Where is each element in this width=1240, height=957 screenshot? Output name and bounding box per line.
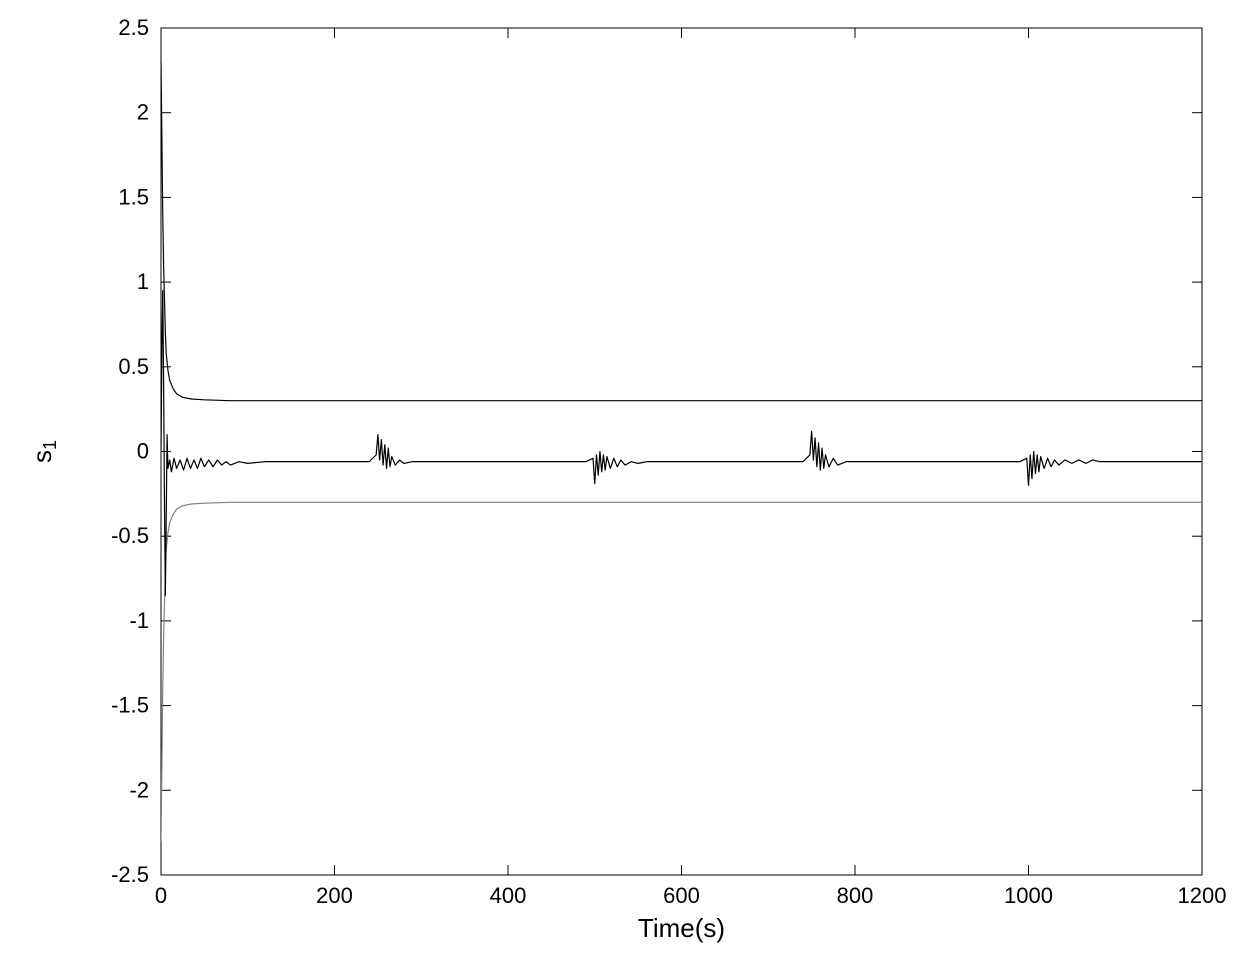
chart-container: 0 200 400 600 800 1000 1200 -2.5 -2 -1.5 -1 -0.5 0 0.… (0, 0, 1240, 957)
y-tick-label: -1 (129, 608, 149, 633)
x-tick-label: 1000 (1004, 883, 1053, 908)
y-tick-label: 0.5 (118, 354, 149, 379)
line-chart: 0 200 400 600 800 1000 1200 -2.5 -2 -1.5 -1 -0.5 0 0.… (0, 0, 1240, 957)
x-tick-label: 1200 (1178, 883, 1227, 908)
y-tick-label: 2 (137, 100, 149, 125)
x-tick-label: 800 (837, 883, 874, 908)
y-tick-label: 1.5 (118, 184, 149, 209)
y-tick-label: -2 (129, 777, 149, 802)
y-tick-label: -2.5 (111, 862, 149, 887)
x-tick-label: 400 (490, 883, 527, 908)
y-tick-label: -0.5 (111, 523, 149, 548)
y-tick-label: 0 (137, 439, 149, 464)
y-tick-label: -1.5 (111, 693, 149, 718)
x-axis-label: Time(s) (638, 913, 725, 943)
y-tick-label: 1 (137, 269, 149, 294)
x-tick-label: 0 (155, 883, 167, 908)
x-tick-label: 200 (316, 883, 353, 908)
y-tick-label: 2.5 (118, 15, 149, 40)
x-tick-label: 600 (663, 883, 700, 908)
